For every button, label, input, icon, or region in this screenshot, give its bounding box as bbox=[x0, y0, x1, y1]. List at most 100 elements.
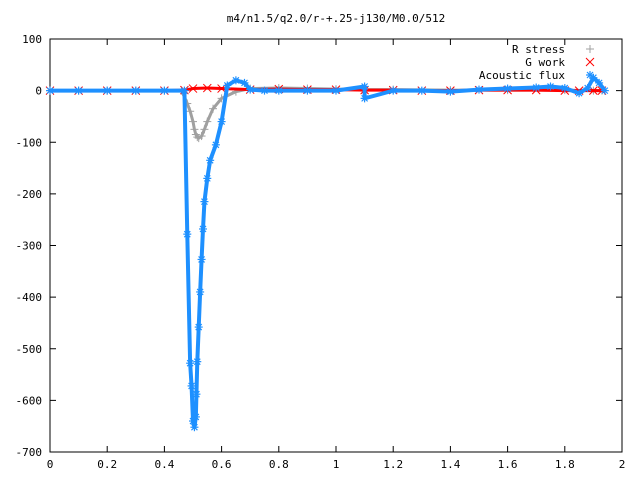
legend-label: G work bbox=[525, 56, 565, 69]
series-2-point-d2 bbox=[192, 413, 200, 421]
series-2-point bbox=[199, 224, 208, 233]
y-tick-label: -200 bbox=[16, 188, 43, 201]
series-2-point-d2 bbox=[303, 87, 311, 95]
legend-marker-d2 bbox=[585, 57, 595, 67]
series-2-point bbox=[560, 84, 569, 93]
series-1-point bbox=[188, 84, 198, 93]
x-tick-label: 1.8 bbox=[555, 458, 575, 471]
series-2-point bbox=[194, 323, 203, 332]
x-tick-label: 1.4 bbox=[440, 458, 460, 471]
legend-marker-d2 bbox=[586, 71, 594, 79]
series-2-point bbox=[223, 81, 232, 90]
series-2-point bbox=[246, 85, 255, 94]
series-2-point-d2 bbox=[188, 382, 195, 390]
series-2-point bbox=[196, 287, 205, 296]
series-0-point bbox=[190, 125, 199, 134]
series-2-point-d2 bbox=[261, 87, 268, 95]
series-2-point bbox=[417, 86, 426, 95]
y-tick-label: -500 bbox=[16, 343, 43, 356]
series-2-point-d2 bbox=[186, 359, 194, 367]
series-2-point-d2 bbox=[195, 323, 203, 331]
series-2-point bbox=[360, 94, 369, 103]
legend-label: R stress bbox=[512, 43, 565, 56]
series-2-point-d2 bbox=[193, 390, 200, 398]
series-2-point bbox=[503, 84, 512, 93]
x-tick-label: 0.6 bbox=[212, 458, 232, 471]
series-2-point bbox=[74, 86, 83, 95]
series-2-point bbox=[595, 78, 604, 87]
series-2-point-d2 bbox=[532, 84, 540, 91]
series-2-point bbox=[183, 230, 192, 239]
series-2-point bbox=[197, 255, 206, 264]
series-2-point bbox=[360, 82, 369, 91]
chart-title: m4/n1.5/q2.0/r-+.25-j130/M0.0/512 bbox=[227, 12, 446, 25]
series-2-point-d2 bbox=[199, 225, 207, 233]
y-tick-label: -400 bbox=[16, 291, 43, 304]
series-2-point-d2 bbox=[446, 88, 454, 96]
series-0-point bbox=[200, 125, 209, 134]
series-2-point bbox=[206, 156, 215, 165]
series-2-point-d2 bbox=[201, 198, 208, 206]
series-2-point bbox=[274, 86, 283, 95]
series-2-point-d2 bbox=[191, 423, 198, 431]
series-0-point bbox=[193, 133, 202, 142]
series-2-point-d2 bbox=[584, 84, 592, 92]
series-2-point-d2 bbox=[589, 74, 597, 82]
series-2-point bbox=[203, 174, 212, 183]
series-2-point bbox=[103, 86, 112, 95]
series-2-point bbox=[583, 84, 592, 93]
legend-marker bbox=[586, 71, 594, 79]
series-2-point bbox=[546, 82, 555, 91]
series-2-point bbox=[160, 86, 169, 95]
x-tick-label: 2 bbox=[619, 458, 626, 471]
series-2-line bbox=[50, 75, 607, 430]
series-2-point bbox=[332, 86, 340, 95]
series-2-point bbox=[475, 85, 483, 94]
series-2-point bbox=[180, 86, 189, 95]
series-2-point bbox=[446, 87, 455, 96]
x-tick-label: 1 bbox=[333, 458, 340, 471]
series-2-point-d2 bbox=[196, 288, 204, 296]
x-tick-label: 0.2 bbox=[97, 458, 117, 471]
series-2-point-d2 bbox=[361, 94, 369, 102]
series-0-point bbox=[189, 117, 197, 126]
series-2-point-d2 bbox=[504, 85, 512, 92]
series-0-point bbox=[197, 132, 206, 141]
series-0-line bbox=[50, 86, 602, 140]
series-0-point bbox=[209, 104, 218, 113]
series-2-point-d2 bbox=[203, 174, 211, 182]
series-2-point-d2 bbox=[575, 89, 583, 97]
series-1-point bbox=[202, 83, 212, 93]
series-2-point-d2 bbox=[183, 230, 191, 238]
series-2-point-d2 bbox=[160, 87, 168, 95]
y-tick-label: -600 bbox=[16, 394, 43, 407]
series-2-point bbox=[189, 417, 197, 426]
series-2-point bbox=[186, 359, 195, 368]
series-2-point-d2 bbox=[241, 79, 248, 87]
series-2-point-d2 bbox=[132, 87, 140, 95]
series-2-point-d2 bbox=[361, 83, 369, 90]
series-2-point bbox=[217, 117, 226, 126]
series-2-point-d2 bbox=[193, 358, 201, 366]
series-2-point bbox=[389, 86, 398, 95]
x-tick-label: 1.6 bbox=[498, 458, 518, 471]
series-1-point-d2 bbox=[188, 84, 198, 93]
series-1-point-d2 bbox=[202, 83, 212, 93]
series-2-point-d2 bbox=[232, 76, 240, 84]
series-2-point bbox=[190, 423, 199, 432]
series-2-point bbox=[211, 140, 220, 149]
x-tick-label: 0.4 bbox=[154, 458, 174, 471]
y-tick-label: 0 bbox=[35, 85, 42, 98]
series-2 bbox=[46, 73, 609, 432]
series-1-point-d2 bbox=[589, 86, 598, 95]
series-2-point-d2 bbox=[595, 79, 603, 87]
series-2-point bbox=[303, 86, 312, 95]
series-2-point bbox=[532, 83, 541, 92]
series-2-point bbox=[187, 381, 196, 390]
series-2-point bbox=[193, 357, 202, 366]
y-tick-label: -700 bbox=[16, 446, 43, 459]
series-2-point-d2 bbox=[198, 256, 206, 263]
series-2-point-d2 bbox=[180, 87, 188, 95]
